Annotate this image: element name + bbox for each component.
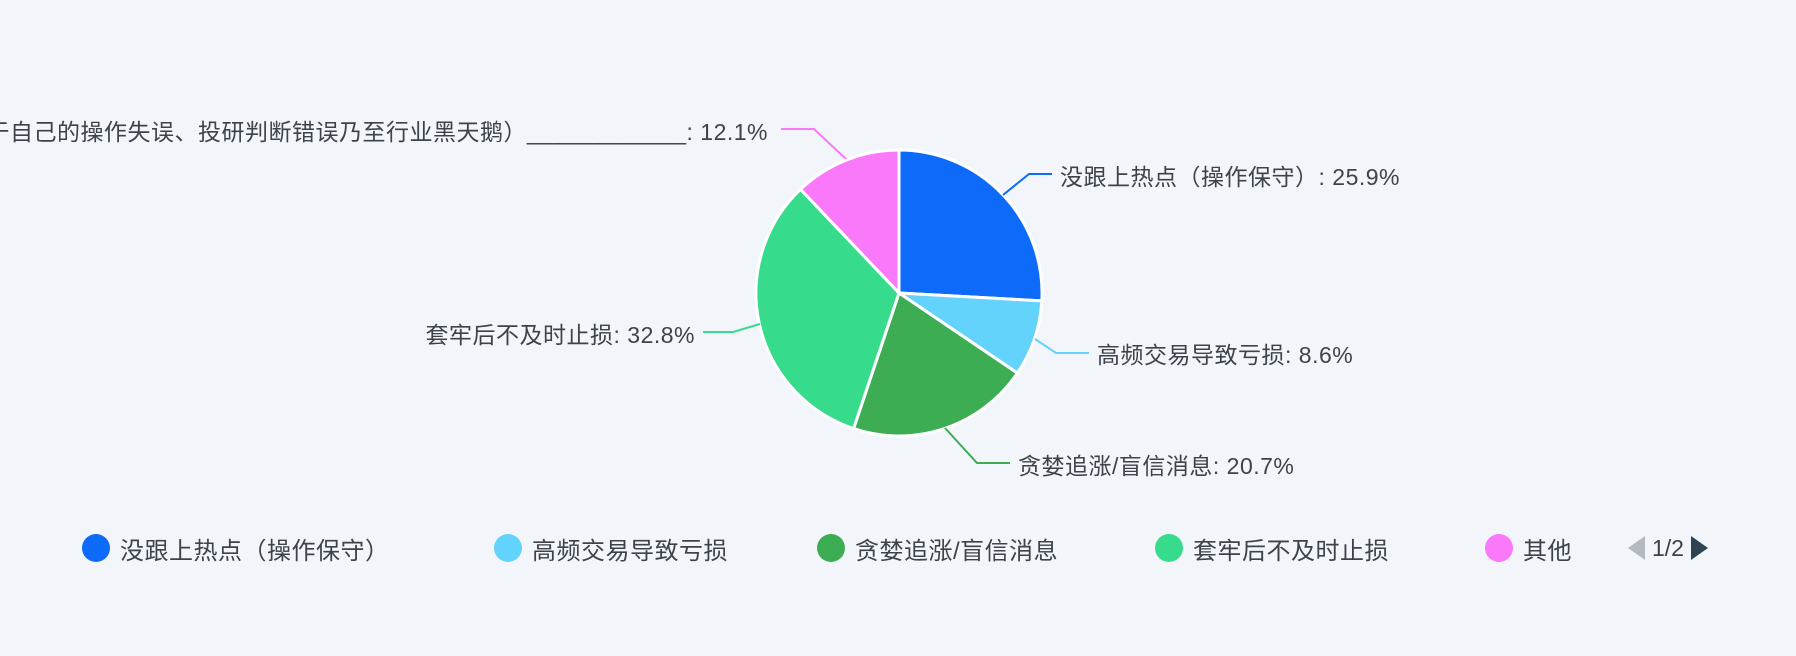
legend-label-1: 没跟上热点（操作保守） xyxy=(120,537,390,565)
legend-prev-icon[interactable] xyxy=(1628,536,1645,560)
legend-pagination: 1/2 xyxy=(1628,534,1708,562)
callout-leader-1 xyxy=(1002,173,1052,196)
callout-leader-4 xyxy=(703,323,761,333)
legend-dot-3-icon xyxy=(817,534,845,562)
callout-leader-3 xyxy=(944,427,1010,464)
callout-label-4: 套牢后不及时止损: 32.8% xyxy=(425,322,695,348)
callout-leader-2 xyxy=(1034,338,1089,354)
callout-label-3: 贪婪追涨/盲信消息: 20.7% xyxy=(1018,453,1295,479)
legend-label-2: 高频交易导致亏损 xyxy=(532,537,728,565)
callout-leader-5 xyxy=(781,128,847,160)
legend-item-3[interactable]: 贪婪追涨/盲信消息 xyxy=(817,534,1058,565)
legend-dot-4-icon xyxy=(1155,534,1183,562)
callout-label-2: 高频交易导致亏损: 8.6% xyxy=(1097,342,1354,368)
legend-label-5: 其他 xyxy=(1523,537,1572,565)
legend-dot-5-icon xyxy=(1485,534,1513,562)
pie-slice-5[interactable] xyxy=(799,148,901,295)
legend-dot-2-icon xyxy=(494,534,522,562)
callout-label-5-clipped: 于自己的操作失误、投研判断错误乃至行业黑天鹅）____________: 12.… xyxy=(0,119,768,145)
legend-page-indicator: 1/2 xyxy=(1652,534,1684,561)
legend-item-5[interactable]: 其他 xyxy=(1485,534,1573,565)
legend-item-1[interactable]: 没跟上热点（操作保守） xyxy=(82,534,390,565)
legend-label-3: 贪婪追涨/盲信消息 xyxy=(855,537,1059,565)
legend-item-2[interactable]: 高频交易导致亏损 xyxy=(494,534,728,565)
callout-label-1: 没跟上热点（操作保守）: 25.9% xyxy=(1060,164,1400,190)
legend-label-4: 套牢后不及时止损 xyxy=(1193,537,1389,565)
legend-next-icon[interactable] xyxy=(1690,536,1708,560)
legend-item-4[interactable]: 套牢后不及时止损 xyxy=(1155,534,1389,565)
legend-dot-1-icon xyxy=(82,534,110,562)
